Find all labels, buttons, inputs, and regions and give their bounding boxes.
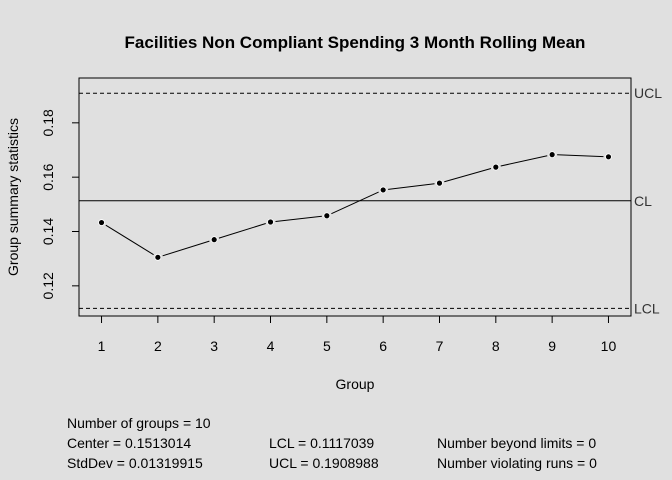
x-tick-label: 1 <box>98 338 106 354</box>
center-line-group: CL <box>79 193 652 209</box>
stat-lcl: LCL = 0.1117039 <box>269 435 375 451</box>
x-tick-label: 3 <box>210 338 218 354</box>
x-axis: 1 2 3 4 5 6 7 8 9 10 <box>98 315 617 354</box>
x-tick-label: 4 <box>267 338 275 354</box>
chart-title: Facilities Non Compliant Spending 3 Mont… <box>125 33 586 52</box>
x-tick-label: 6 <box>379 338 387 354</box>
series-segment <box>275 215 322 222</box>
x-tick-label: 8 <box>492 338 500 354</box>
series-segment <box>444 168 492 183</box>
x-tick-label: 5 <box>323 338 331 354</box>
series-segment <box>162 240 210 257</box>
center-label: CL <box>634 193 652 209</box>
lcl-label: LCL <box>634 300 660 316</box>
series-segment <box>331 191 379 215</box>
stat-beyond-limits: Number beyond limits = 0 <box>437 435 597 451</box>
series-group <box>98 151 612 261</box>
data-point <box>548 151 556 159</box>
data-point <box>605 153 612 161</box>
x-tick-label: 2 <box>154 338 162 354</box>
stat-center: Center = 0.1513014 <box>67 435 192 451</box>
stat-stddev: StdDev = 0.01319915 <box>67 455 203 471</box>
y-tick-label: 0.12 <box>40 272 56 299</box>
ucl-label: UCL <box>634 85 662 101</box>
lcl-line-group: LCL <box>79 300 660 316</box>
stat-ucl: UCL = 0.1908988 <box>269 455 379 471</box>
data-point <box>267 218 274 226</box>
ucl-line-group: UCL <box>79 85 662 101</box>
x-axis-label: Group <box>336 376 375 392</box>
stat-violating-runs: Number violating runs = 0 <box>437 455 597 471</box>
x-tick-label: 9 <box>548 338 556 354</box>
y-tick-label: 0.14 <box>40 218 56 245</box>
series-segment <box>500 155 548 167</box>
data-point <box>98 219 105 226</box>
x-tick-label: 7 <box>436 338 444 354</box>
y-axis: 0.12 0.14 0.16 0.18 <box>40 109 80 299</box>
y-tick-label: 0.18 <box>40 109 56 136</box>
series-segment <box>105 224 154 256</box>
data-point <box>436 179 443 187</box>
y-tick-label: 0.16 <box>40 163 56 190</box>
stat-number-of-groups: Number of groups = 10 <box>67 415 211 431</box>
data-point <box>154 253 162 261</box>
series-segment <box>218 223 266 239</box>
data-point <box>492 163 500 171</box>
x-tick-label: 10 <box>601 338 617 354</box>
data-point <box>323 212 331 220</box>
series-segment <box>557 154 604 158</box>
plot-frame <box>78 77 632 317</box>
y-axis-label: Group summary statistics <box>5 118 21 276</box>
data-point <box>210 236 218 244</box>
series-segment <box>388 183 435 190</box>
data-point <box>379 186 387 194</box>
